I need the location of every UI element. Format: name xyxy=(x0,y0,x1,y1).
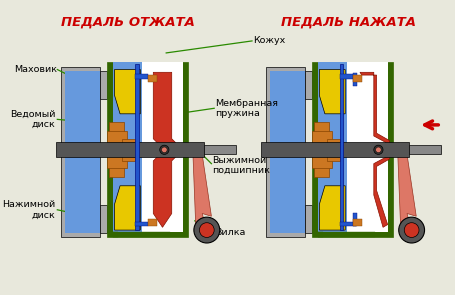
Polygon shape xyxy=(398,154,416,230)
Bar xyxy=(109,122,124,178)
Polygon shape xyxy=(115,70,140,114)
Text: Маховик: Маховик xyxy=(14,65,57,74)
Bar xyxy=(100,71,107,99)
Circle shape xyxy=(374,145,383,154)
Text: Ведомый
диск: Ведомый диск xyxy=(10,110,56,129)
Polygon shape xyxy=(153,72,176,227)
Bar xyxy=(318,232,375,237)
Bar xyxy=(266,67,304,237)
Text: Мембранная
пружина: Мембранная пружина xyxy=(215,99,278,118)
Bar xyxy=(318,62,388,232)
Bar xyxy=(312,62,393,237)
Polygon shape xyxy=(360,72,389,227)
Bar xyxy=(61,67,100,237)
Bar xyxy=(353,219,362,226)
Bar xyxy=(340,64,344,230)
Text: Нажимной
диск: Нажимной диск xyxy=(2,200,56,219)
Bar xyxy=(107,62,188,237)
Bar xyxy=(135,74,148,79)
Circle shape xyxy=(404,223,419,237)
Circle shape xyxy=(194,217,220,243)
Bar xyxy=(318,62,347,232)
Bar xyxy=(269,71,304,233)
Text: Кожух: Кожух xyxy=(253,36,285,45)
Text: ПЕДАЛЬ ОТЖАТА: ПЕДАЛЬ ОТЖАТА xyxy=(61,16,194,29)
Circle shape xyxy=(376,147,381,153)
Bar xyxy=(304,205,312,233)
Polygon shape xyxy=(115,186,140,230)
Bar xyxy=(148,219,157,226)
Bar xyxy=(204,145,236,154)
Bar xyxy=(65,71,100,233)
Circle shape xyxy=(399,217,425,243)
Bar xyxy=(135,64,138,230)
Bar xyxy=(340,74,356,79)
Text: ПЕДАЛЬ НАЖАТА: ПЕДАЛЬ НАЖАТА xyxy=(281,16,416,29)
Bar xyxy=(113,232,170,237)
Bar xyxy=(409,145,441,154)
Bar xyxy=(100,205,107,233)
Polygon shape xyxy=(193,154,212,230)
Bar xyxy=(353,214,357,226)
Polygon shape xyxy=(319,70,345,114)
Bar xyxy=(135,222,148,226)
Bar xyxy=(56,142,204,157)
Circle shape xyxy=(199,223,214,237)
Bar xyxy=(113,62,142,232)
Bar xyxy=(318,232,323,237)
Bar xyxy=(340,222,356,226)
Bar xyxy=(122,139,135,161)
Circle shape xyxy=(160,145,169,154)
Bar xyxy=(312,131,332,168)
Bar xyxy=(261,142,409,157)
Bar xyxy=(327,139,340,161)
Bar xyxy=(314,122,329,178)
Text: Вилка: Вилка xyxy=(215,228,246,237)
Bar xyxy=(353,75,362,82)
Circle shape xyxy=(162,147,167,153)
Bar xyxy=(113,232,118,237)
Bar xyxy=(148,75,157,82)
Bar xyxy=(113,62,183,232)
Bar xyxy=(107,131,127,168)
Bar xyxy=(353,73,357,86)
Bar xyxy=(304,71,312,99)
Polygon shape xyxy=(319,186,345,230)
Text: Выжимной
подшипник: Выжимной подшипник xyxy=(212,156,270,175)
